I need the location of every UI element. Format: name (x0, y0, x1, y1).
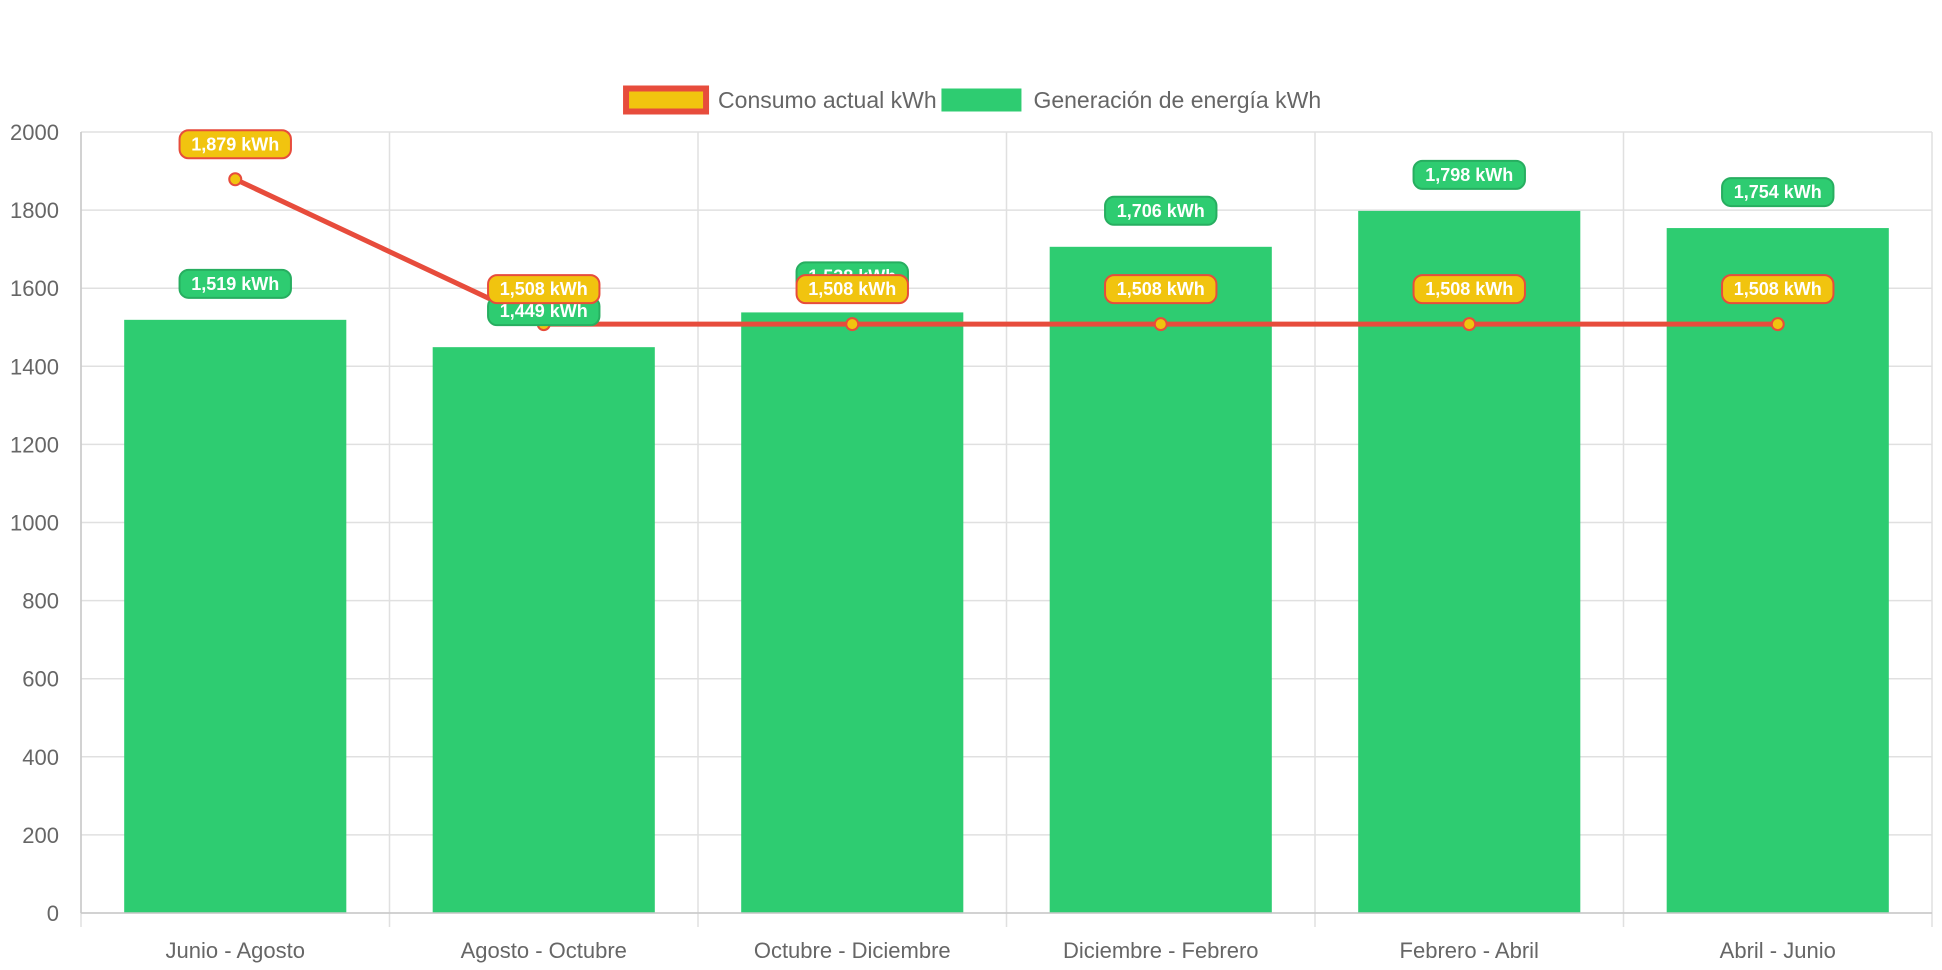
y-tick-label: 1200 (10, 432, 59, 457)
generation-data-label-text: 1,754 kWh (1734, 182, 1822, 202)
consumption-data-label-box (1412, 274, 1526, 305)
generation-data-label: 1,706 kWh (1104, 195, 1218, 226)
consumption-point (845, 317, 860, 332)
generation-bar (1666, 228, 1889, 914)
consumption-data-label-text: 1,508 kWh (1117, 279, 1205, 299)
legend: Consumo actual kWh Generación de energía … (623, 85, 1321, 115)
generation-data-label-box (178, 268, 292, 299)
x-tick-label: Febrero - Abril (1400, 938, 1539, 963)
x-tick-label: Junio - Agosto (166, 938, 305, 963)
consumption-data-label: 1,508 kWh (1412, 274, 1526, 305)
consumption-data-label-box (487, 274, 601, 305)
consumption-data-label-text: 1,508 kWh (1734, 279, 1822, 299)
generation-data-label-text: 1,519 kWh (191, 274, 279, 294)
generation-data-label-box (1104, 195, 1218, 226)
consumption-data-label: 1,508 kWh (795, 274, 909, 305)
generation-bar (124, 319, 347, 913)
x-tick-label: Diciembre - Febrero (1063, 938, 1259, 963)
consumption-data-label-box (1104, 274, 1218, 305)
y-tick-label: 1000 (10, 511, 59, 536)
legend-item-generation[interactable]: Generación de energía kWh (941, 87, 1321, 113)
y-tick-label: 600 (22, 667, 59, 692)
x-tick-label: Octubre - Diciembre (754, 938, 951, 963)
generation-data-label: 1,519 kWh (178, 268, 292, 299)
generation-data-label: 1,798 kWh (1412, 159, 1526, 190)
legend-label: Generación de energía kWh (1033, 87, 1321, 113)
legend-label: Consumo actual kWh (718, 87, 937, 113)
x-tick-label: Agosto - Octubre (461, 938, 627, 963)
consumption-data-label-box (1721, 274, 1835, 305)
generation-bar (1049, 246, 1272, 913)
y-tick-label: 800 (22, 589, 59, 614)
generation-data-label-text: 1,798 kWh (1425, 165, 1513, 185)
generation-data-label: 1,449 kWh (487, 296, 601, 327)
consumption-data-label-text: 1,879 kWh (191, 134, 279, 154)
consumption-point (1462, 317, 1477, 332)
generation-data-label-box (1721, 177, 1835, 208)
generation-data-label: 1,754 kWh (1721, 177, 1835, 208)
consumption-point (1153, 317, 1168, 332)
legend-item-consumption[interactable]: Consumo actual kWh (623, 85, 937, 115)
generation-data-label-box (1412, 159, 1526, 190)
generation-data-label-text: 1,706 kWh (1117, 201, 1205, 221)
generation-data-label-text: 1,449 kWh (500, 301, 588, 321)
consumption-data-label: 1,508 kWh (1721, 274, 1835, 305)
y-tick-label: 200 (22, 823, 59, 848)
y-tick-label: 0 (47, 901, 59, 926)
y-tick-label: 1800 (10, 198, 59, 223)
consumption-point (228, 172, 243, 187)
y-tick-label: 1400 (10, 354, 59, 379)
consumption-data-label-text: 1,508 kWh (1425, 279, 1513, 299)
consumption-data-label: 1,508 kWh (1104, 274, 1218, 305)
x-tick-label: Abril - Junio (1720, 938, 1836, 963)
legend-swatch (623, 85, 710, 115)
consumption-data-label-text: 1,508 kWh (808, 279, 896, 299)
y-tick-label: 400 (22, 745, 59, 770)
generation-bar (1358, 210, 1581, 914)
legend-swatch (941, 88, 1022, 112)
consumption-data-label: 1,879 kWh (178, 129, 292, 160)
consumption-data-label-box (178, 129, 292, 160)
consumption-point (1770, 317, 1785, 332)
consumption-data-label-box (795, 274, 909, 305)
grid-layer (80, 131, 1933, 927)
y-tick-label: 2000 (10, 120, 59, 145)
axis-layer: 0 200 400 600 800 1000 1200 1400 1600 1800 2000 Jun… (10, 120, 1932, 963)
consumption-data-label-text: 1,508 kWh (500, 279, 588, 299)
generation-bar (741, 312, 964, 913)
bar-layer (124, 210, 1889, 914)
y-tick-label: 1600 (10, 276, 59, 301)
generation-bar (432, 347, 655, 913)
consumption-data-label: 1,508 kWh (487, 274, 601, 305)
